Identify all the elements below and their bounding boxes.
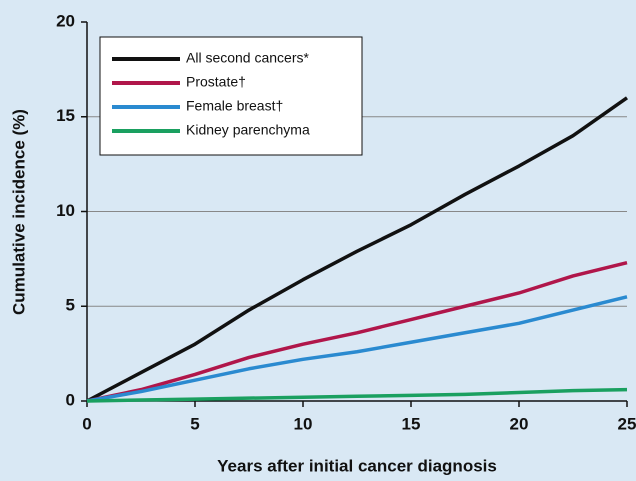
y-tick-label: 20 bbox=[56, 11, 75, 30]
legend-box bbox=[99, 36, 363, 156]
y-axis-label: Cumulative incidence (%) bbox=[9, 109, 28, 315]
series-line bbox=[86, 260, 628, 403]
legend-label: Prostate† bbox=[186, 74, 246, 90]
series-line bbox=[86, 295, 628, 403]
legend-label: Female breast† bbox=[186, 98, 283, 114]
x-axis-label: Years after initial cancer diagnosis bbox=[217, 456, 497, 475]
x-tick-label: 20 bbox=[510, 414, 529, 433]
x-tick-label: 25 bbox=[618, 414, 636, 433]
x-tick-label: 5 bbox=[190, 414, 199, 433]
y-tick-label: 15 bbox=[56, 106, 75, 125]
y-tick-label: 5 bbox=[66, 296, 75, 315]
y-tick-label: 10 bbox=[56, 201, 75, 220]
legend-label: Kidney parenchyma bbox=[186, 122, 310, 138]
x-tick-label: 10 bbox=[294, 414, 313, 433]
legend-label: All second cancers* bbox=[186, 50, 310, 66]
x-tick-label: 15 bbox=[402, 414, 421, 433]
x-tick-label: 0 bbox=[82, 414, 91, 433]
series-line bbox=[86, 96, 629, 403]
y-tick-label: 0 bbox=[66, 390, 75, 409]
series-line bbox=[86, 387, 628, 403]
